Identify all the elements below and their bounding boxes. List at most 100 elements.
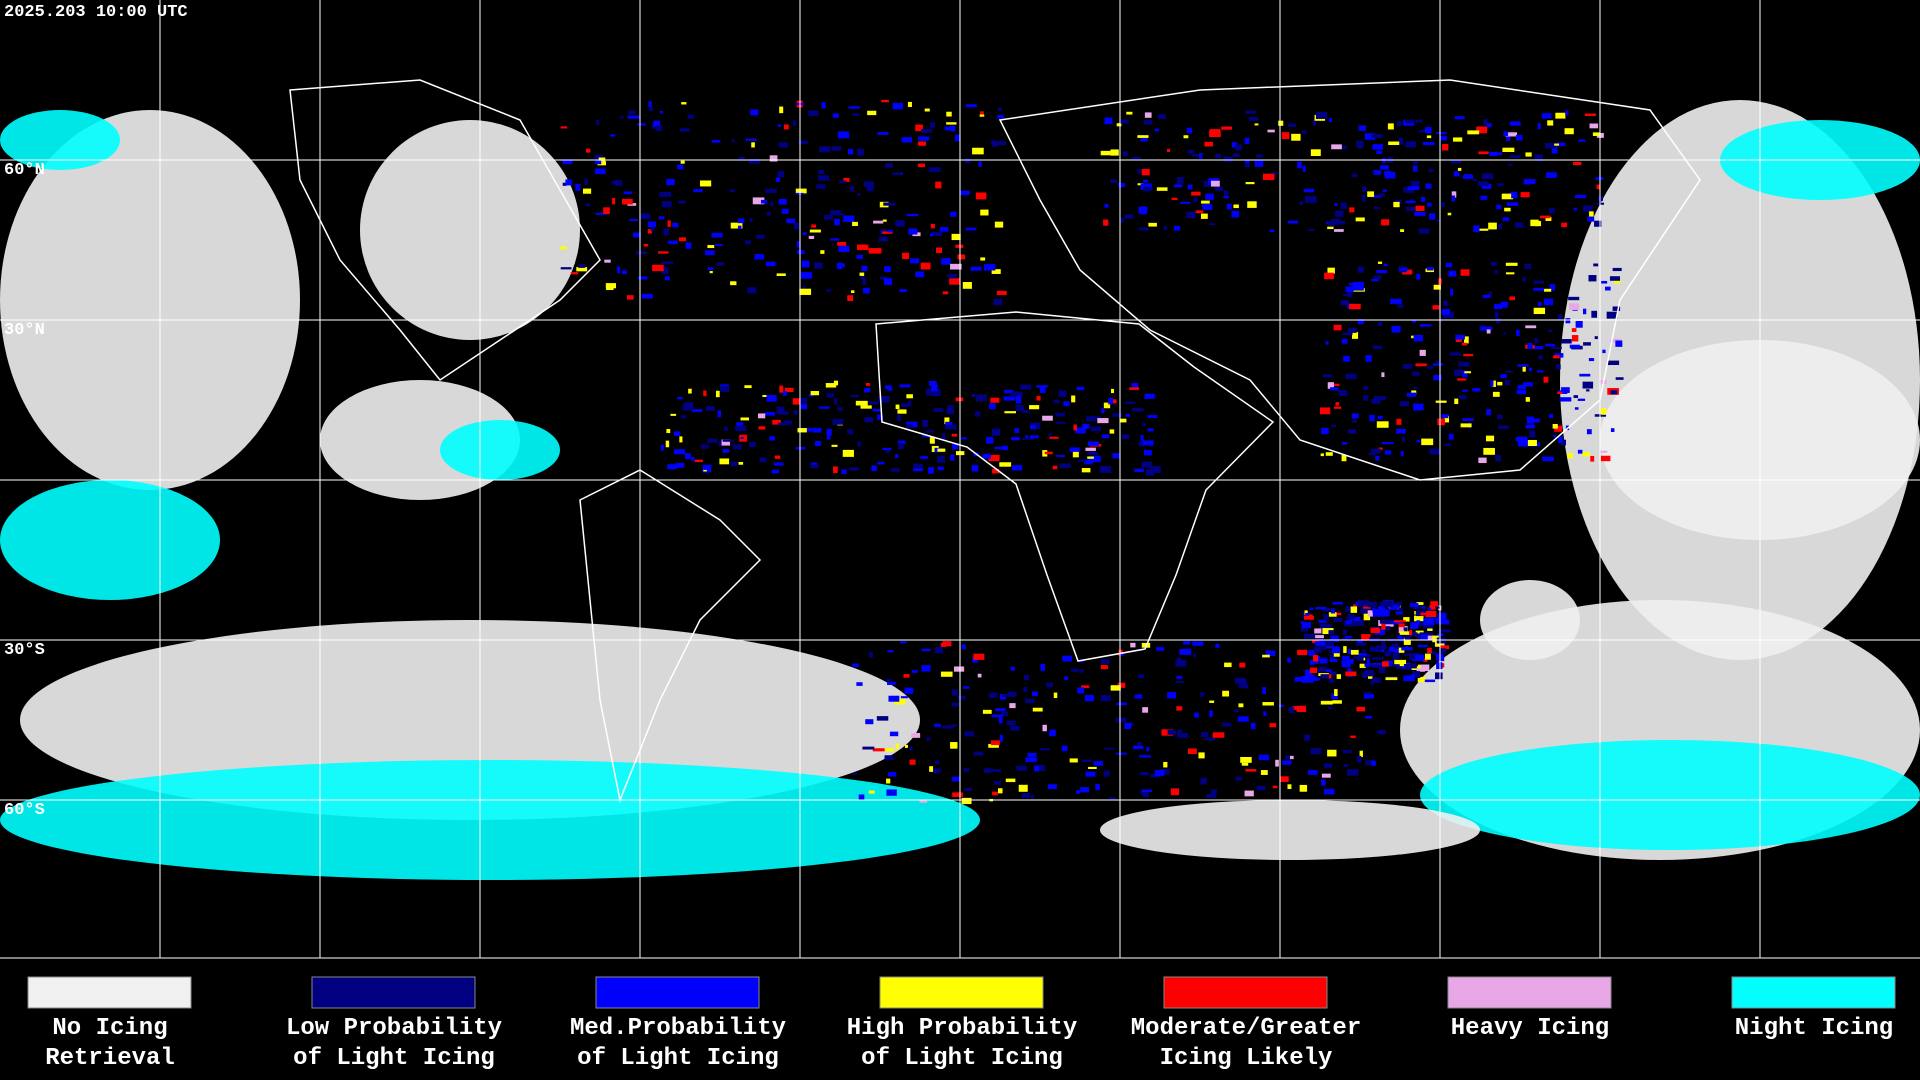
icing-speck [1154,769,1165,776]
icing-speck [1552,423,1558,429]
icing-speck [1525,152,1532,157]
icing-speck [841,469,847,474]
icing-speck [1126,111,1133,115]
icing-speck [1404,653,1411,656]
icing-speck [1429,633,1434,636]
icing-speck [621,270,627,275]
icing-speck [1461,389,1468,392]
icing-speck [1436,637,1447,644]
icing-speck [1156,187,1168,191]
icing-speck [929,437,935,444]
icing-speck [1377,415,1383,420]
icing-speck [1084,695,1095,702]
icing-speck [1544,142,1556,149]
icing-speck [1137,742,1142,746]
icing-speck [1291,133,1301,141]
icing-speck [1351,619,1364,626]
icing-speck [1175,659,1187,667]
icing-speck [836,262,843,270]
icing-speck [740,436,744,439]
icing-speck [1398,626,1408,634]
icing-speck [1053,399,1060,404]
icing-speck [619,116,624,119]
icing-speck [1042,724,1047,732]
icing-speck [1463,353,1474,357]
icing-speck [1433,375,1442,381]
icing-speck [1473,225,1480,232]
icing-speck [1555,364,1561,370]
icing-speck [721,439,731,446]
icing-speck [660,444,665,451]
icing-speck [1300,627,1308,632]
legend-label: Retrieval [45,1045,175,1072]
icing-speck [1571,335,1579,342]
icing-speck [1406,666,1412,671]
icing-speck [899,289,907,293]
icing-speck [1076,386,1085,391]
icing-speck [1108,397,1114,405]
icing-speck [1248,116,1259,121]
icing-speck [1371,399,1381,404]
icing-speck [1379,165,1389,170]
icing-speck [666,429,671,434]
icing-speck [1062,655,1073,662]
icing-speck [925,388,931,396]
icing-speck [1262,654,1270,658]
icing-speck [762,394,771,398]
icing-speck [1505,379,1510,386]
icing-speck [1423,618,1435,626]
icing-speck [647,229,653,234]
icing-speck [650,227,655,231]
icing-speck [1421,438,1434,446]
icing-speck [633,232,641,238]
icing-speck [889,731,899,737]
icing-speck [990,740,1000,746]
icing-speck [929,766,934,772]
icing-speck [1483,119,1488,126]
icing-speck [1322,628,1334,635]
icing-speck [1558,436,1563,443]
icing-speck [1081,468,1091,473]
legend-swatch [1447,976,1612,1009]
icing-speck [931,231,943,237]
icing-speck [1543,288,1552,292]
icing-speck [1410,674,1415,680]
icing-speck [801,272,813,279]
icing-speck [1450,288,1454,296]
icing-speck [1427,607,1431,611]
icing-speck [1584,113,1596,117]
icing-speck [799,397,808,404]
icing-speck [1265,650,1276,657]
icing-speck [1375,645,1387,650]
icing-speck [1301,622,1311,629]
icing-speck [679,237,686,242]
legend-label: of Light Icing [861,1045,1063,1072]
icing-speck [751,142,755,148]
icing-speck [977,673,982,678]
icing-speck [1360,608,1371,615]
icing-speck [887,772,897,777]
icing-speck [1112,453,1120,459]
icing-speck [1170,788,1180,796]
icing-speck [897,409,907,414]
icing-speck [1454,398,1459,405]
cloud [0,760,980,880]
icing-speck [1262,173,1275,181]
icing-speck [1379,193,1385,196]
icing-speck [1221,126,1232,130]
icing-speck [611,180,615,185]
icing-speck [1343,764,1349,767]
icing-speck [1438,619,1450,625]
icing-speck [1411,335,1415,339]
icing-speck [1428,168,1434,173]
icing-speck [1458,395,1467,400]
icing-speck [1200,777,1207,785]
icing-speck [1350,735,1356,738]
icing-speck [1462,418,1474,421]
icing-speck [1063,401,1070,407]
icing-speck [1417,644,1428,648]
icing-speck [1144,112,1152,118]
icing-speck [1077,687,1085,694]
icing-speck [1416,620,1420,624]
icing-speck [1081,759,1092,762]
